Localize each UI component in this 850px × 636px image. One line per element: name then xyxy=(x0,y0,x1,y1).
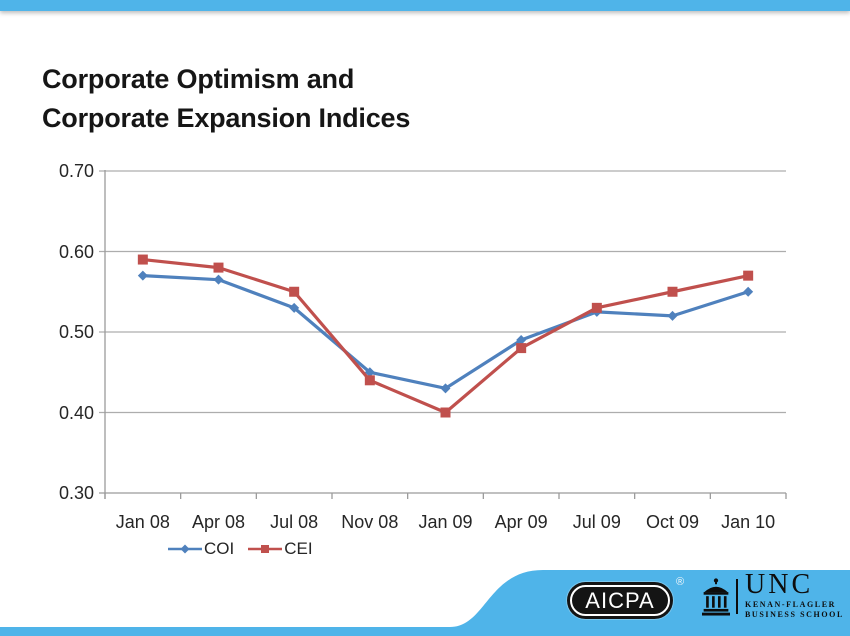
aicpa-logo-text: AICPA xyxy=(585,587,655,613)
unc-logo-text: UNC xyxy=(745,569,814,600)
data-point-square xyxy=(213,262,224,273)
data-point-diamond xyxy=(667,310,678,321)
x-axis-tick-label: Jan 10 xyxy=(721,512,776,532)
aicpa-logo: AICPA xyxy=(567,582,673,619)
data-point-square xyxy=(440,407,451,418)
data-point-square xyxy=(137,254,148,265)
data-point-square xyxy=(289,286,300,297)
x-axis-tick-label: Jul 09 xyxy=(572,512,621,532)
bottom-accent-strip xyxy=(0,627,850,636)
y-axis-tick-label: 0.70 xyxy=(58,161,94,181)
registered-trademark-icon: ® xyxy=(676,576,685,588)
legend-marker-square xyxy=(248,545,283,553)
x-axis-tick-label: Jan 08 xyxy=(115,512,170,532)
unc-logo-divider xyxy=(736,579,738,614)
data-point-square xyxy=(743,270,754,281)
legend-item-CEI: CEI xyxy=(248,539,313,559)
page-title-line-2: Corporate Expansion Indices xyxy=(42,103,411,134)
unc-kenan-flagler-text: KENAN-FLAGLER xyxy=(745,600,837,609)
chart-legend: COI CEI xyxy=(168,539,313,559)
legend-label: CEI xyxy=(284,539,313,558)
legend-label: COI xyxy=(204,539,235,558)
y-axis-tick-label: 0.30 xyxy=(58,483,94,503)
x-axis-tick-label: Jan 09 xyxy=(418,512,473,532)
data-point-diamond xyxy=(137,270,148,281)
data-point-diamond xyxy=(743,286,754,297)
data-point-diamond xyxy=(213,274,224,285)
x-axis-tick-label: Apr 09 xyxy=(494,512,548,532)
page-title: Corporate Optimism and Corporate Expansi… xyxy=(42,60,602,138)
unc-business-school-text: BUSINESS SCHOOL xyxy=(745,610,844,619)
page-title-line-1: Corporate Optimism and xyxy=(42,64,355,95)
data-point-diamond xyxy=(364,367,375,378)
top-accent-bar xyxy=(0,0,850,11)
y-axis-tick-label: 0.50 xyxy=(58,322,94,342)
x-axis-tick-label: Oct 09 xyxy=(645,512,700,532)
data-point-square xyxy=(364,375,375,386)
y-axis-tick-label: 0.40 xyxy=(58,402,94,423)
data-point-square xyxy=(591,302,602,313)
x-axis-tick-label: Jul 08 xyxy=(270,512,319,532)
aicpa-logo-ring: AICPA xyxy=(570,585,670,616)
data-point-diamond xyxy=(289,302,300,313)
legend-marker-diamond xyxy=(168,544,202,554)
legend-item-COI: COI xyxy=(168,539,234,559)
x-axis-tick-label: Nov 08 xyxy=(341,512,399,532)
unc-old-well-icon xyxy=(702,578,730,616)
x-axis-tick-label: Apr 08 xyxy=(191,512,246,532)
data-point-diamond xyxy=(440,383,451,394)
unc-logo: UNC KENAN-FLAGLER BUSINESS SCHOOL xyxy=(745,570,850,620)
y-axis-tick-label: 0.60 xyxy=(58,241,94,262)
data-point-square xyxy=(667,286,678,297)
data-point-diamond xyxy=(516,335,527,346)
data-point-square xyxy=(516,343,527,354)
